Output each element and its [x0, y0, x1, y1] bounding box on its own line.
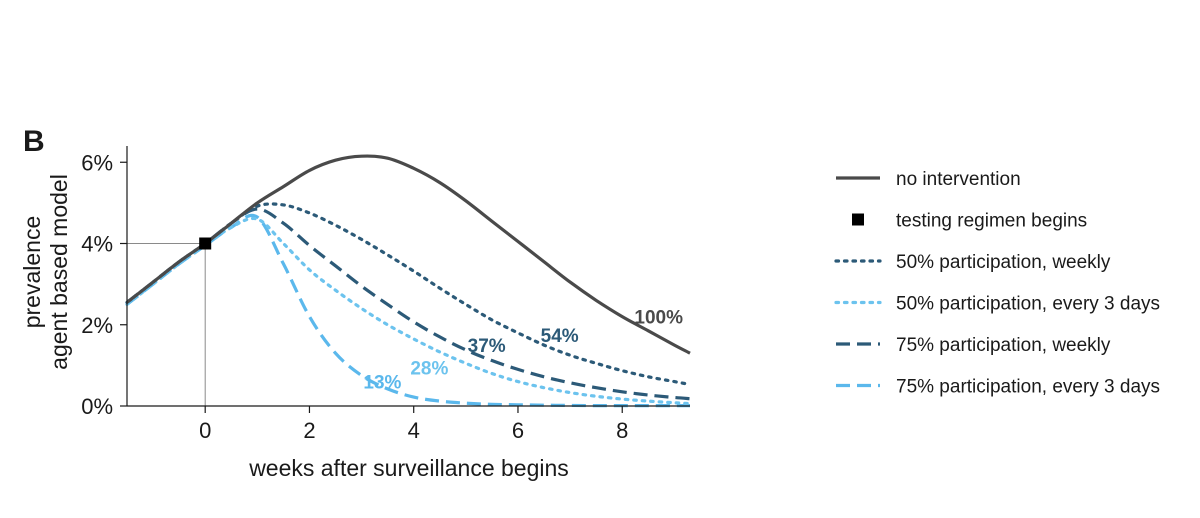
legend-label: 50% participation, weekly	[896, 252, 1111, 273]
series-annotation-2: 28%	[410, 358, 448, 379]
x-tick-label: 2	[303, 418, 315, 443]
series-annotation-0: 100%	[634, 308, 683, 329]
x-axis-ticks: 0 2 4 6 8	[199, 406, 628, 443]
series-lines	[125, 154, 692, 408]
y-tick-label: 0%	[81, 394, 113, 419]
y-axis-ticks: 0% 2% 4% 6%	[81, 150, 127, 419]
x-tick-label: 4	[408, 418, 420, 443]
legend-label: 50% participation, every 3 days	[896, 294, 1160, 315]
x-tick-label: 8	[616, 418, 628, 443]
y-axis-title-line-2: agent based model	[46, 174, 72, 370]
y-tick-label: 4%	[81, 232, 113, 257]
series-line-4	[126, 213, 690, 408]
legend-label: testing regimen begins	[896, 211, 1087, 232]
legend: no intervention testing regimen begins 50%…	[834, 169, 1160, 398]
series-line-0	[126, 154, 691, 355]
series-annotation-4: 13%	[363, 373, 401, 394]
series-annotations: 100% 54% 28% 37% 13%	[363, 308, 683, 394]
x-tick-label: 6	[512, 418, 524, 443]
y-axis-title: prevalence agent based model	[19, 174, 72, 370]
series-line-3	[126, 207, 691, 401]
x-tick-label: 0	[199, 418, 211, 443]
marker-guide-lines	[127, 243, 206, 406]
legend-symbol-marker	[852, 213, 864, 226]
x-axis-title: weeks after surveillance begins	[248, 455, 569, 481]
y-tick-label: 6%	[81, 150, 113, 175]
legend-label: no intervention	[896, 169, 1021, 190]
marker-layer	[199, 237, 212, 250]
y-tick-label: 2%	[81, 313, 113, 338]
series-line-1	[125, 202, 692, 387]
series-annotation-3: 37%	[468, 336, 506, 357]
panel-letter: B	[23, 125, 45, 158]
y-axis-title-line-1: prevalence	[19, 216, 45, 329]
series-annotation-1: 54%	[541, 326, 579, 347]
testing-start-marker	[199, 237, 212, 250]
series-line-2	[125, 216, 692, 406]
legend-label: 75% participation, every 3 days	[896, 377, 1160, 398]
legend-label: 75% participation, weekly	[896, 335, 1111, 356]
